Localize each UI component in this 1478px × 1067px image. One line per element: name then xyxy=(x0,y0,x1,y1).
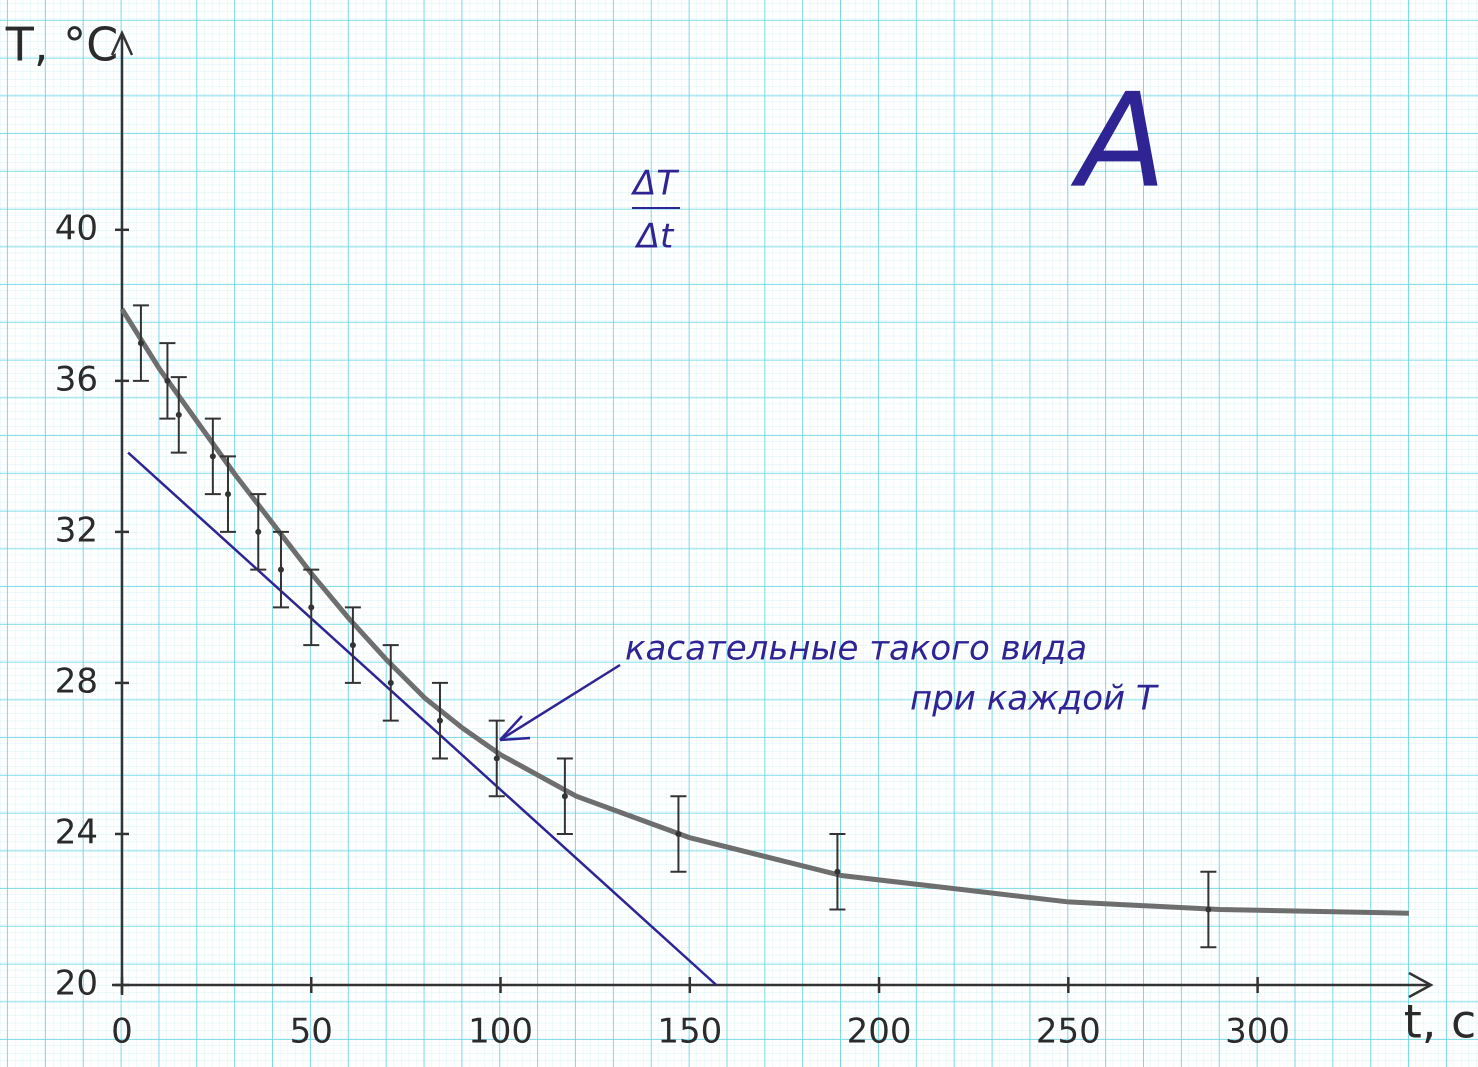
data-point xyxy=(210,453,216,459)
data-point xyxy=(562,793,568,799)
y-tick-label: 36 xyxy=(55,359,98,399)
x-tick-label: 250 xyxy=(1036,1012,1101,1052)
data-point xyxy=(138,340,144,346)
x-tick-label: 100 xyxy=(468,1012,533,1052)
data-point xyxy=(388,680,394,686)
graph-paper xyxy=(0,0,1478,1067)
letter-a: A xyxy=(1071,65,1167,217)
data-point xyxy=(437,718,443,724)
y-tick-label: 20 xyxy=(55,964,98,1004)
page: {"chart_data": { "type": "scatter", "yla… xyxy=(0,0,1478,1067)
formula-denominator: Δt xyxy=(634,217,675,257)
x-tick-label: 300 xyxy=(1225,1012,1290,1052)
formula-numerator: ΔT xyxy=(630,164,679,204)
data-point xyxy=(255,529,261,535)
data-point xyxy=(1205,906,1211,912)
x-axis-label: t, c xyxy=(1404,995,1477,1049)
y-tick-label: 32 xyxy=(55,510,98,550)
data-point xyxy=(176,412,182,418)
data-point xyxy=(834,869,840,875)
data-point xyxy=(164,378,170,384)
data-point xyxy=(350,642,356,648)
annotation-line: при каждой T xyxy=(910,679,1159,719)
data-point xyxy=(278,567,284,573)
y-tick-label: 28 xyxy=(55,661,98,701)
y-axis-label: T, °C xyxy=(5,18,118,72)
data-point xyxy=(494,755,500,761)
x-tick-label: 0 xyxy=(111,1012,133,1052)
chart: A ΔT Δt касательные такого вида при кажд… xyxy=(0,0,1478,1067)
y-tick-label: 40 xyxy=(55,208,98,248)
x-tick-label: 150 xyxy=(657,1012,722,1052)
annotation-line: касательные такого вида xyxy=(625,629,1087,669)
y-tick-label: 24 xyxy=(55,812,98,852)
data-point xyxy=(675,831,681,837)
data-point xyxy=(225,491,231,497)
data-point xyxy=(308,604,314,610)
x-tick-label: 200 xyxy=(847,1012,912,1052)
x-tick-label: 50 xyxy=(290,1012,333,1052)
